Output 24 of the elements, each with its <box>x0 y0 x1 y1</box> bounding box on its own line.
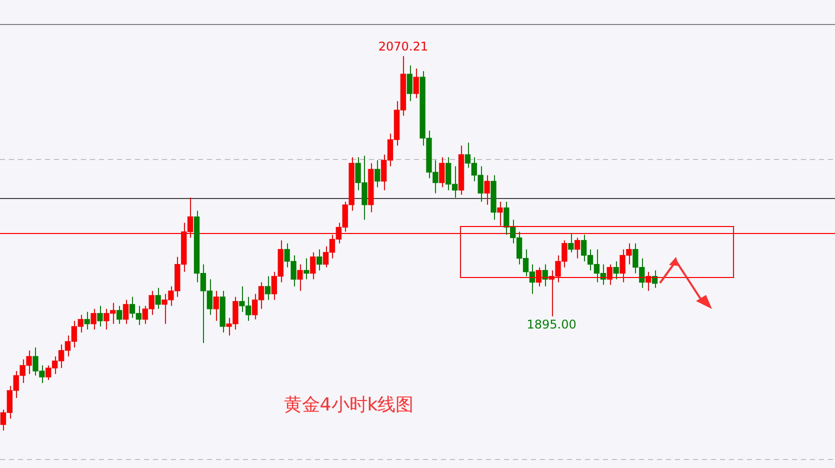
candlestick <box>613 260 619 280</box>
candlestick <box>84 311 90 330</box>
candlestick <box>155 287 161 310</box>
candlestick <box>264 276 271 300</box>
candlestick <box>316 248 322 271</box>
annotation: 2070.21 <box>378 39 428 54</box>
candlestick <box>484 174 490 206</box>
candlestick <box>90 308 96 330</box>
candlestick <box>497 201 503 226</box>
candlestick <box>310 252 316 280</box>
candlestick <box>304 258 310 280</box>
candlestick <box>122 299 129 324</box>
candlestick <box>297 264 303 292</box>
candlestick <box>97 305 103 327</box>
candlestick <box>374 160 380 188</box>
candlestick <box>568 232 574 253</box>
candlestick <box>116 305 122 324</box>
candlestick <box>439 156 445 188</box>
candlestick <box>574 237 580 259</box>
candlestick <box>413 68 419 99</box>
candlestick <box>213 290 219 322</box>
text: 黄金4小时k线图 <box>284 394 414 416</box>
annotation: 1895.00 <box>526 317 576 332</box>
candlestick <box>406 65 412 102</box>
